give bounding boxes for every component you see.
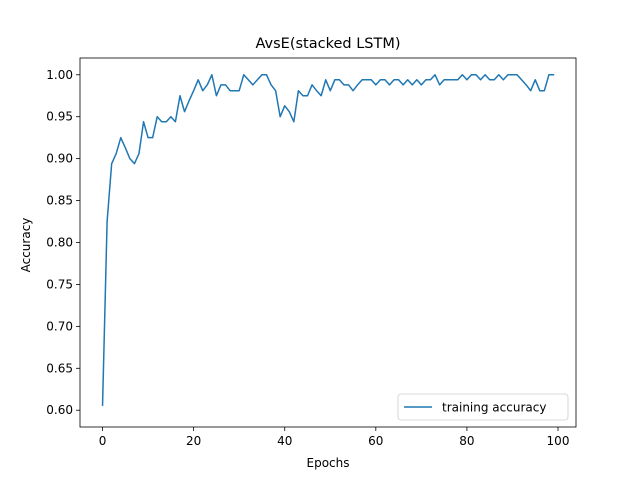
x-tick-label: 40: [277, 434, 292, 448]
chart-title: AvsE(stacked LSTM): [255, 36, 400, 52]
x-tick-label: 60: [368, 434, 383, 448]
legend-box: [397, 393, 569, 421]
axes-frame: [79, 57, 577, 428]
ticks: 0 20 40 60 80 100 0.60 0.65 0.70 0.75 0.80 0.85 0.90…: [46, 68, 569, 448]
series-line-training-accuracy: [101, 74, 555, 406]
x-tick-label: 100: [547, 434, 570, 448]
y-tick-label: 0.60: [46, 403, 73, 417]
x-tick-label: 20: [186, 434, 201, 448]
legend: training accuracy: [397, 393, 569, 421]
x-tick-label: 0: [99, 434, 107, 448]
y-tick-label: 0.95: [46, 110, 73, 124]
x-tick-label: 80: [459, 434, 474, 448]
x-axis-label: Epochs: [307, 456, 350, 470]
y-tick-label: 0.70: [46, 319, 73, 333]
y-tick-label: 0.80: [46, 236, 73, 250]
legend-label-training-accuracy: training accuracy: [442, 401, 546, 415]
y-tick-label: 0.90: [46, 152, 73, 166]
y-tick-label: 0.85: [46, 194, 73, 208]
y-tick-label: 0.75: [46, 277, 73, 291]
y-tick-label: 0.65: [46, 361, 73, 375]
y-tick-label: 1.00: [46, 68, 73, 82]
y-axis-label: Accuracy: [19, 218, 33, 273]
